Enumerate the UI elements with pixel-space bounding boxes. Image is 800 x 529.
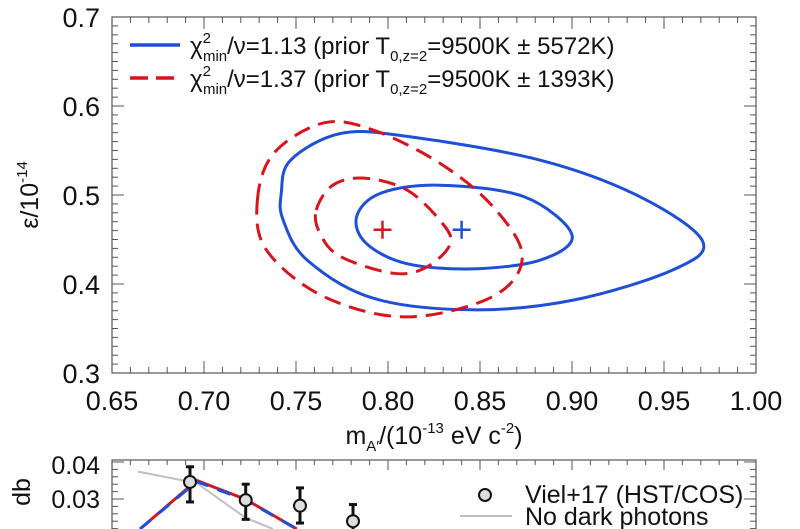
- blue-contour-inner: [354, 183, 574, 271]
- data-point-viel17: [346, 514, 360, 529]
- x-tick-label: 0.85: [454, 386, 507, 416]
- x-tick-label: 0.80: [362, 386, 415, 416]
- y-tick-label: 0.7: [62, 3, 100, 33]
- x-tick-label: 0.70: [178, 386, 231, 416]
- data-point-viel17: [183, 474, 197, 489]
- data-point-viel17: [293, 498, 307, 513]
- contours: [255, 119, 706, 319]
- y-axis-label: ε/10-14: [14, 161, 44, 229]
- x-tick-label: 0.90: [546, 386, 599, 416]
- contour-panel: 0.65 0.70 0.75 0.80 0.85 0.90 0.95 1.00 0.30.40…: [14, 3, 782, 455]
- y-tick-label: 0.4: [62, 270, 100, 300]
- red-contour-outer: [255, 119, 524, 319]
- x-tick-label: 1.00: [730, 386, 783, 416]
- legend-entry-red: χ2 min/ν=1.37 (prior T0,z=2=9500K ± 1393K…: [190, 63, 615, 98]
- x-tick-label: 0.95: [638, 386, 691, 416]
- lower-marks: [137, 465, 360, 529]
- legend-entry-blue: χ2 min/ν=1.13 (prior T0,z=2=9500K ± 5572K…: [190, 30, 615, 65]
- lower-y-tick-label: 0.03: [51, 486, 100, 514]
- red-model-line: [139, 478, 298, 529]
- red-contour-inner: [313, 176, 453, 276]
- lower-y-tick-label: 0.04: [51, 452, 100, 480]
- y-tick-label: 0.3: [62, 359, 100, 389]
- legend-marker-viel17: [478, 488, 492, 502]
- legend-label-no-dark-photons: No dark photons: [525, 503, 708, 529]
- data-point-viel17: [238, 493, 253, 508]
- y-tick-label: 0.5: [62, 181, 100, 211]
- y-tick-labels: 0.3 0.4 0.5 0.6 0.7: [62, 3, 100, 389]
- no-dark-photons-line: [137, 470, 274, 529]
- blue-model-line: [139, 479, 298, 529]
- lower-plot-frame: [111, 459, 757, 529]
- y-tick-label: 0.6: [62, 92, 100, 122]
- lower-y-axis-label: db: [8, 478, 36, 506]
- blue-contour-outer: [278, 130, 706, 312]
- x-tick-labels: 0.65 0.70 0.75 0.80 0.85 0.90 0.95 1.00: [86, 386, 783, 416]
- legend-label-viel17: Viel+17 (HST/COS): [525, 481, 743, 509]
- x-tick-label: 0.65: [86, 386, 139, 416]
- lower-axis-ticks: [111, 460, 757, 529]
- x-tick-label: 0.75: [270, 386, 323, 416]
- x-axis-label: mA′/(10-13 eV c-2): [345, 420, 522, 455]
- axis-ticks: [111, 16, 757, 374]
- legend: χ2 min/ν=1.13 (prior T0,z=2=9500K ± 5572K…: [130, 30, 615, 98]
- lower-panel: 0.04 0.03 db Viel+17 (HST/COS) No dark p…: [8, 452, 757, 529]
